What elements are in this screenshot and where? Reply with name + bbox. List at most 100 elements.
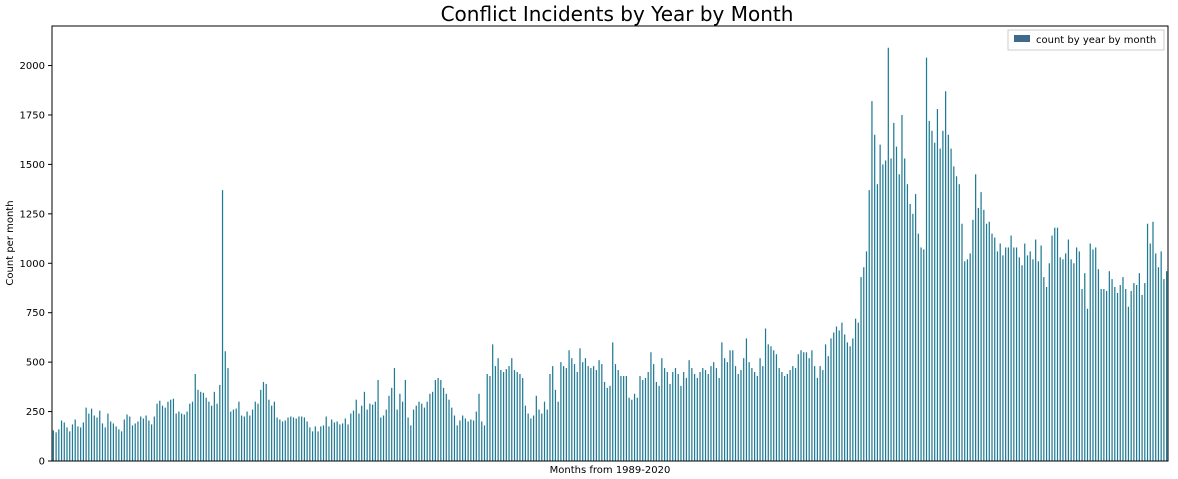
bar bbox=[372, 404, 374, 461]
bar bbox=[445, 393, 447, 461]
bar bbox=[336, 421, 338, 461]
bar bbox=[284, 420, 286, 461]
bar bbox=[1138, 273, 1140, 461]
bar bbox=[887, 47, 889, 461]
bar bbox=[52, 430, 54, 461]
bar bbox=[754, 372, 756, 461]
bar bbox=[532, 415, 535, 461]
bar bbox=[194, 374, 196, 461]
bar bbox=[841, 322, 843, 461]
bar bbox=[988, 221, 990, 461]
bar bbox=[219, 384, 221, 462]
bar bbox=[803, 352, 805, 461]
bar bbox=[363, 391, 366, 461]
bar bbox=[1089, 243, 1091, 461]
bar bbox=[271, 405, 273, 461]
bar bbox=[606, 387, 608, 461]
bar bbox=[1032, 259, 1034, 461]
bar bbox=[707, 374, 709, 461]
bar bbox=[377, 379, 379, 461]
bar bbox=[96, 417, 98, 461]
bar bbox=[999, 243, 1001, 461]
bar bbox=[317, 431, 319, 461]
bar bbox=[650, 352, 652, 461]
y-tick-label: 1000 bbox=[20, 259, 45, 270]
bar bbox=[901, 114, 903, 461]
bar bbox=[415, 405, 417, 461]
bar bbox=[612, 342, 614, 461]
bar bbox=[63, 422, 65, 461]
plot-frame bbox=[51, 25, 1169, 462]
bar bbox=[511, 358, 513, 461]
bar bbox=[513, 370, 516, 461]
legend-swatch bbox=[1014, 35, 1030, 42]
bar bbox=[732, 350, 734, 461]
x-axis-label: Months from 1989-2020 bbox=[550, 465, 671, 476]
bar bbox=[418, 401, 420, 461]
bar bbox=[527, 413, 529, 461]
bar bbox=[917, 233, 919, 461]
bar bbox=[854, 318, 857, 461]
bar bbox=[314, 426, 316, 461]
bar bbox=[246, 411, 248, 461]
bar bbox=[723, 358, 726, 461]
bar bbox=[1067, 239, 1070, 461]
bar bbox=[172, 398, 175, 461]
bar bbox=[156, 403, 158, 461]
bar bbox=[923, 249, 925, 461]
bar bbox=[1136, 285, 1138, 461]
bar bbox=[879, 144, 881, 461]
bar bbox=[704, 370, 707, 461]
bar bbox=[672, 372, 674, 461]
bar bbox=[797, 354, 799, 461]
bar bbox=[524, 405, 527, 461]
bar bbox=[202, 392, 205, 461]
bar bbox=[950, 148, 952, 461]
bar bbox=[710, 366, 712, 461]
bar bbox=[729, 350, 731, 461]
bar bbox=[1130, 290, 1132, 461]
bar bbox=[1040, 245, 1042, 461]
bar bbox=[69, 431, 71, 461]
bar bbox=[642, 379, 644, 461]
bar bbox=[1045, 287, 1048, 461]
bar bbox=[595, 370, 597, 461]
bar bbox=[287, 417, 289, 461]
bar bbox=[906, 184, 909, 461]
bar bbox=[759, 358, 761, 461]
bar bbox=[281, 421, 284, 461]
bar bbox=[770, 346, 772, 461]
bar bbox=[366, 409, 368, 461]
bar bbox=[775, 354, 778, 461]
bar bbox=[298, 416, 300, 461]
bar bbox=[74, 419, 76, 461]
bar bbox=[456, 425, 458, 461]
bar bbox=[350, 413, 352, 461]
bar bbox=[767, 344, 769, 461]
bar bbox=[535, 395, 537, 461]
bar bbox=[824, 344, 827, 461]
bar bbox=[380, 417, 382, 461]
bar bbox=[928, 120, 930, 461]
bar bbox=[868, 190, 870, 462]
bar bbox=[99, 410, 101, 461]
bar bbox=[1015, 247, 1018, 461]
bar bbox=[175, 413, 177, 461]
bar bbox=[1084, 273, 1086, 461]
bar bbox=[1043, 277, 1045, 461]
bar bbox=[500, 370, 502, 461]
bar bbox=[639, 375, 641, 461]
bar bbox=[66, 427, 68, 461]
bar bbox=[1111, 279, 1113, 461]
bar bbox=[1005, 247, 1007, 461]
bar bbox=[303, 417, 306, 461]
bar bbox=[914, 194, 917, 461]
bar bbox=[134, 423, 136, 461]
bar bbox=[459, 420, 461, 461]
bar bbox=[871, 101, 873, 461]
bar bbox=[865, 251, 868, 461]
bar bbox=[189, 403, 191, 461]
y-tick-label: 250 bbox=[26, 407, 45, 418]
bar bbox=[743, 358, 745, 461]
bar bbox=[1100, 288, 1102, 461]
